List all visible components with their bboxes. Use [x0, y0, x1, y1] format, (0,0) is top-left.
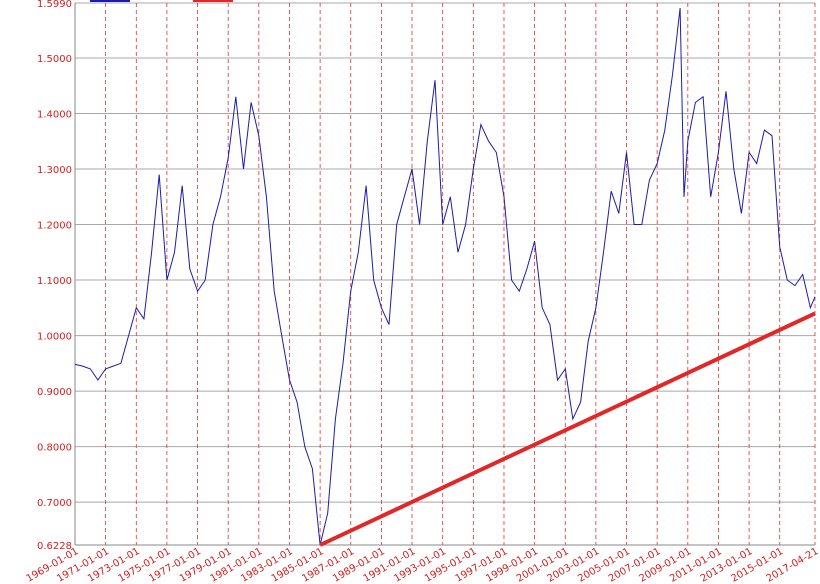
y-tick-label: 1.3000: [37, 165, 72, 176]
y-tick-label: 1.1000: [37, 276, 72, 287]
y-tick-label: 0.6228: [37, 541, 72, 552]
y-tick-label: 1.2000: [37, 221, 72, 232]
y-tick-label: 1.4000: [37, 109, 72, 120]
y-tick-label: 0.9000: [37, 387, 72, 398]
y-tick-label: 0.7000: [37, 498, 72, 509]
series-line: [74, 7, 816, 546]
y-tick-label: 1.5990: [37, 0, 72, 10]
y-tick-label: 0.8000: [37, 443, 72, 454]
y-tick-label: 1.5000: [37, 54, 72, 65]
series-line: [319, 311, 816, 547]
y-tick-label: 1.0000: [37, 332, 72, 343]
